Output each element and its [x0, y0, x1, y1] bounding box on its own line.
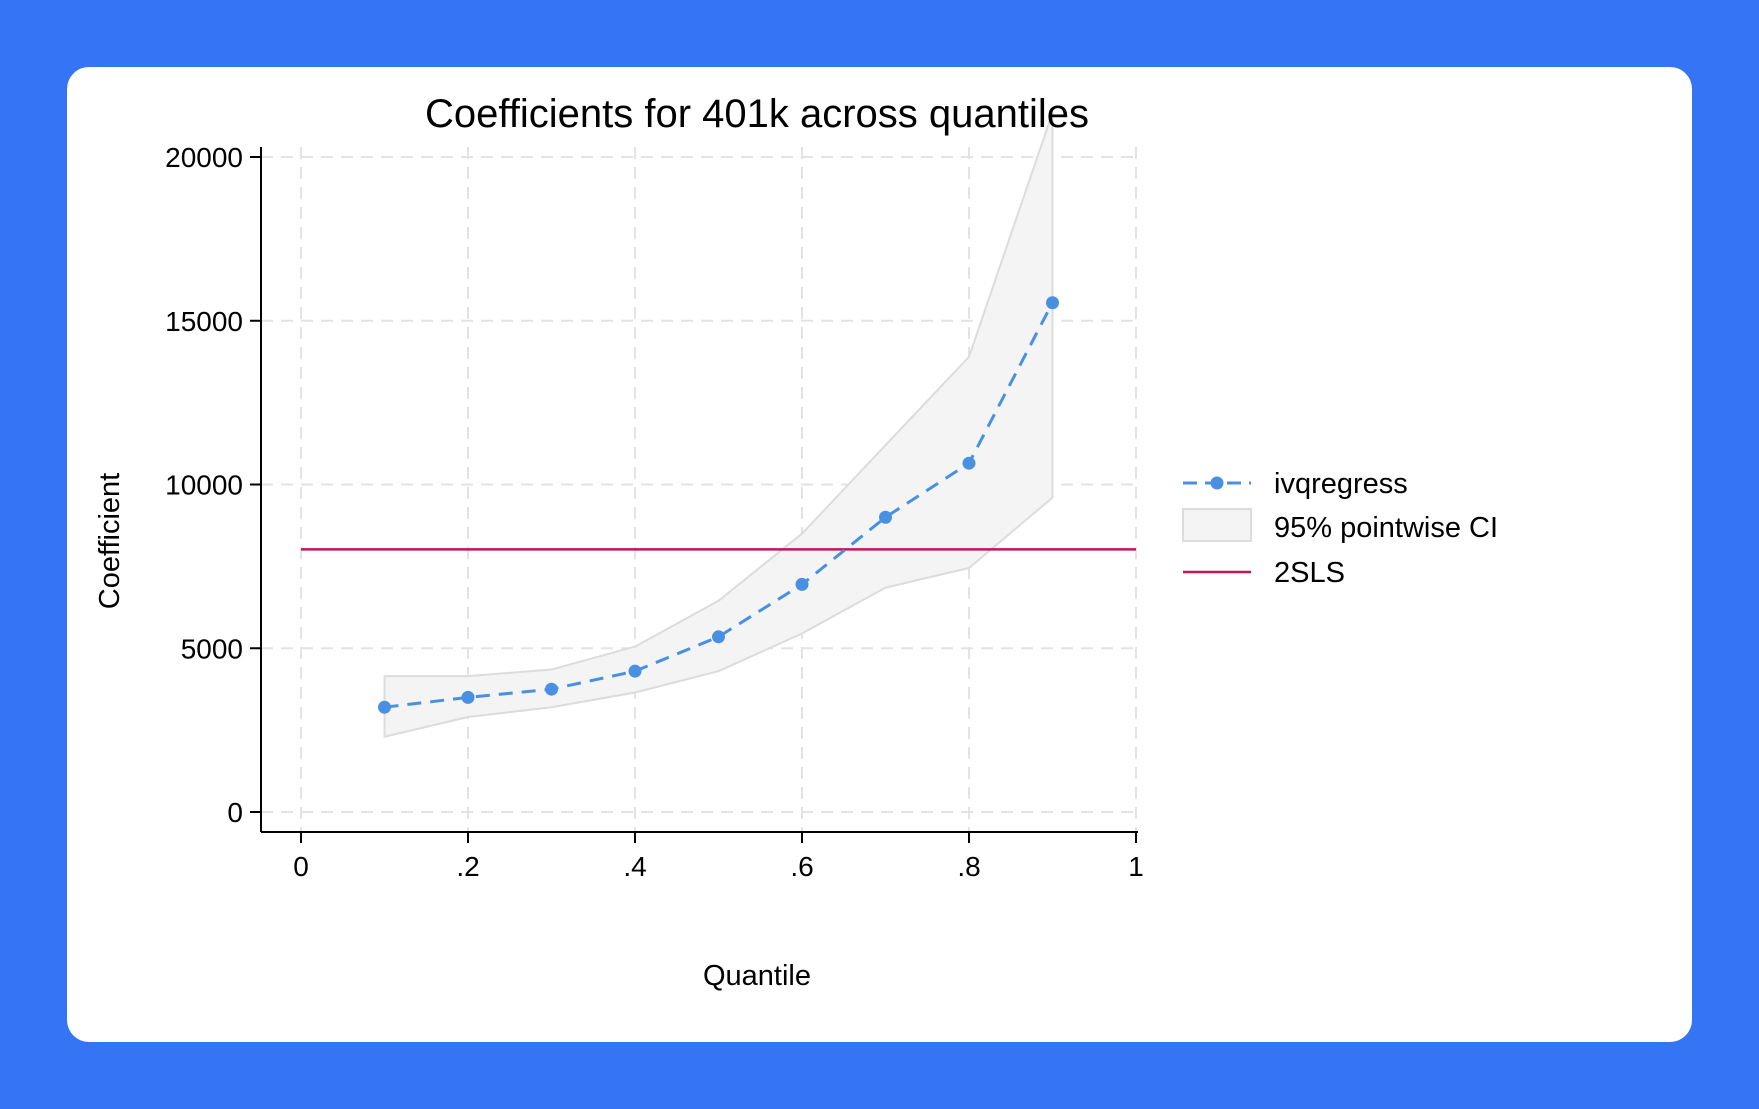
ivqregress-series-layer: [378, 296, 1059, 714]
x-tick-label: 1: [1128, 851, 1144, 882]
chart-title: Coefficients for 401k across quantiles: [425, 92, 1089, 136]
y-axis-label: Coefficient: [94, 473, 126, 610]
x-tick-label: 0: [293, 851, 309, 882]
legend-2sls-label: 2SLS: [1274, 557, 1345, 589]
ivqregress-point: [1046, 296, 1059, 310]
legend-ivqregress-marker: [1210, 476, 1224, 490]
legend-ivqregress-label: ivqregress: [1274, 468, 1408, 500]
ci-band-layer: [383, 112, 1054, 738]
ivqregress-point: [962, 456, 976, 470]
chart-card: 0 5000 10000 15000 20000 0 .2 .4 .6 .8 1 ivqregres…: [67, 67, 1692, 1042]
y-tick-label: 0: [227, 797, 243, 828]
ivqregress-point: [628, 664, 642, 678]
chart: 0 5000 10000 15000 20000 0 .2 .4 .6 .8 1 ivqregres…: [94, 92, 1498, 992]
x-tick-label: .2: [456, 851, 479, 882]
ci-band: [383, 112, 1054, 738]
x-tick-label: .4: [623, 851, 646, 882]
y-tick-label: 5000: [181, 633, 243, 664]
ivqregress-point: [545, 682, 558, 696]
ivqregress-point: [879, 510, 892, 524]
legend-ci-swatch: [1182, 508, 1252, 542]
ivqregress-point: [795, 577, 809, 591]
y-tick-label: 10000: [165, 470, 243, 501]
ivqregress-point: [461, 690, 475, 704]
ivqregress-point: [378, 700, 391, 714]
axes: 0 5000 10000 15000 20000 0 .2 .4 .6 .8 1: [165, 142, 1144, 882]
legend: ivqregress 95% pointwise CI 2SLS: [1182, 468, 1498, 589]
legend-ci-label: 95% pointwise CI: [1274, 512, 1498, 544]
y-tick-label: 15000: [165, 306, 243, 337]
x-tick-label: .6: [790, 851, 813, 882]
ivqregress-point: [712, 630, 725, 644]
y-tick-label: 20000: [165, 142, 243, 173]
x-axis-label: Quantile: [703, 960, 811, 992]
x-tick-label: .8: [957, 851, 980, 882]
